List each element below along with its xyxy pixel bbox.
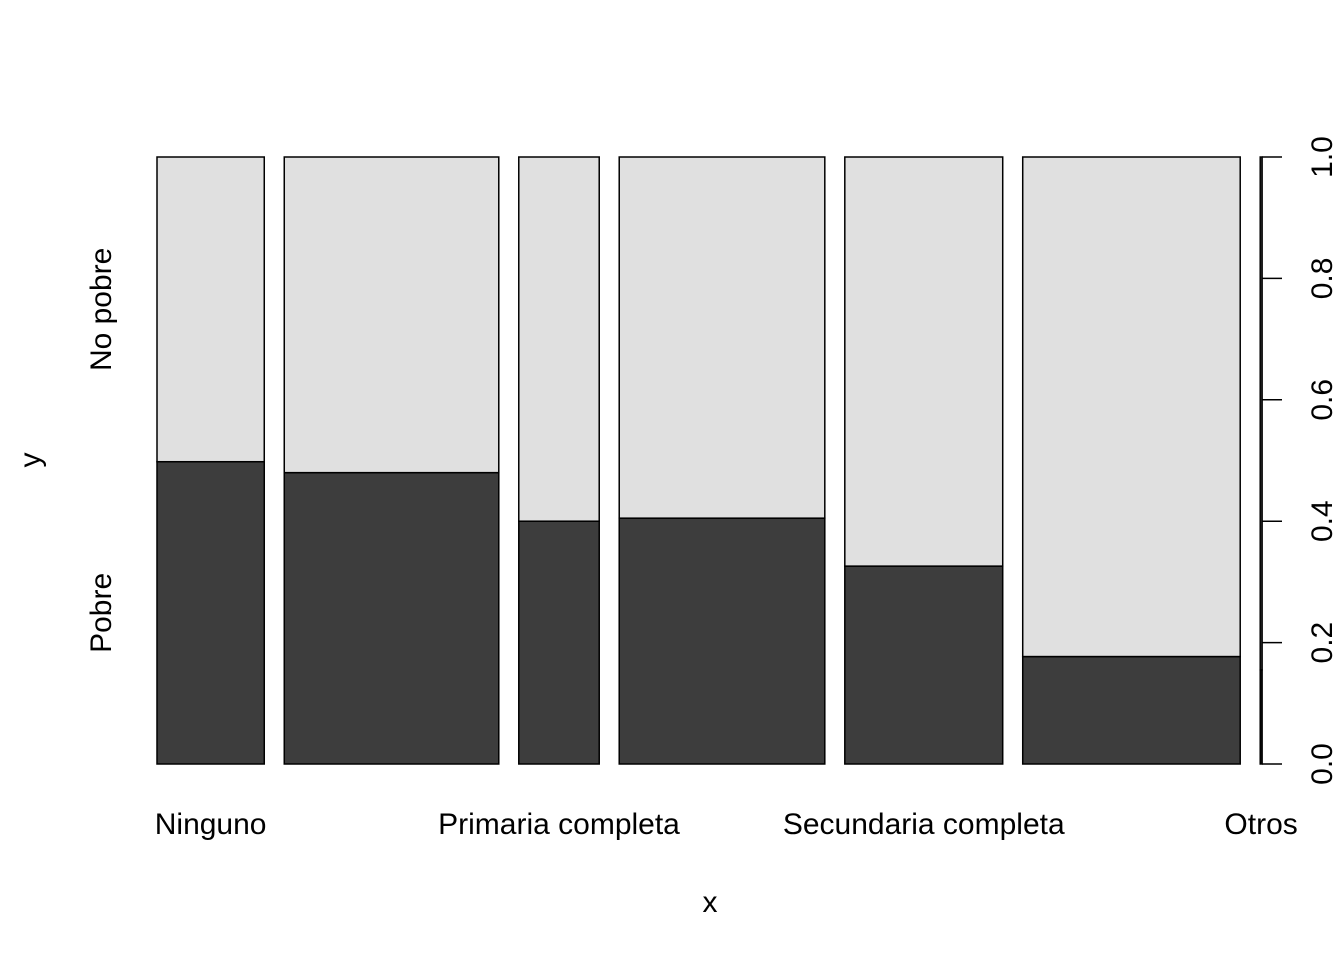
right-axis-tick-label: 0.4 [1306,500,1339,542]
x-tick-label: Ninguno [155,808,267,841]
bar-segment-pobre [844,565,1004,765]
right-y-axis: 0.0 0.2 0.4 0.6 0.8 1.0 [1261,136,1339,785]
y-level-label: No pobre [85,248,118,371]
bar-segment-pobre [156,460,266,765]
bar-segment-no-pobre [1021,156,1241,658]
bar-segment-pobre [283,471,500,765]
bar-segment-no-pobre [518,156,600,522]
bar-segment-no-pobre [156,156,266,463]
y-level-label: Pobre [85,573,118,653]
y-axis-title: y [14,453,47,468]
bar-segment-pobre [618,517,826,765]
right-axis-tick-label: 1.0 [1306,136,1339,178]
x-tick-label: Otros [1224,808,1297,841]
bar-segment-no-pobre [844,156,1004,567]
right-axis-tick-label: 0.6 [1306,379,1339,421]
right-axis-tick-label: 0.8 [1306,258,1339,300]
x-tick-label: Primaria completa [438,808,680,841]
bar-segment-no-pobre [283,156,500,474]
x-tick-label: Secundaria completa [783,808,1065,841]
x-tick-labels: Ninguno Primaria completa Secundaria compl… [155,808,1298,841]
right-axis-tick-label: 0.2 [1306,622,1339,664]
x-axis-title: x [703,886,718,919]
bars-group [156,156,1263,765]
right-axis-tick-label: 0.0 [1306,743,1339,785]
y-level-labels: Pobre No pobre [85,248,118,653]
bar-segment-no-pobre [618,156,826,519]
bar-segment-pobre [518,520,600,765]
bar-segment-pobre [1021,655,1241,765]
